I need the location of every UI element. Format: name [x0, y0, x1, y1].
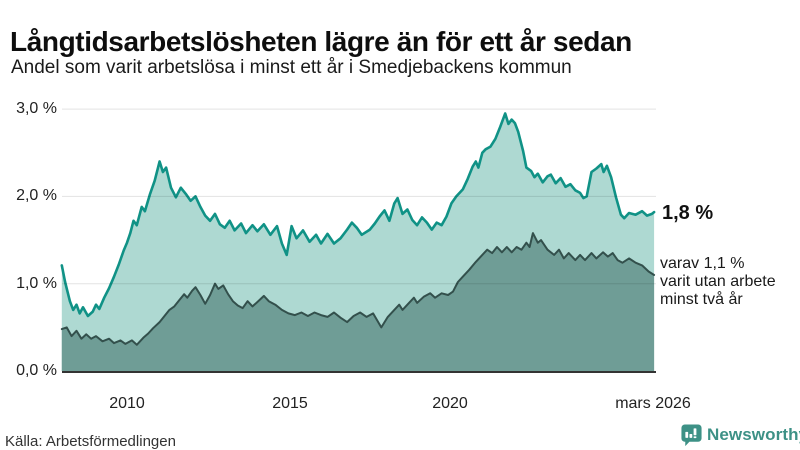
- y-tick-1: 1,0 %: [16, 275, 57, 292]
- latest-value-label: 1,8 %: [662, 202, 714, 224]
- newsworthy-logo[interactable]: Newsworthy: [680, 423, 800, 447]
- x-tick-2020: 2020: [432, 395, 468, 412]
- annotation-line-1: varav 1,1 %: [660, 255, 745, 272]
- annotation-line-3: minst två år: [660, 291, 743, 308]
- source-credit: Källa: Arbetsförmedlingen: [5, 433, 176, 450]
- newsworthy-wordmark: Newsworthy: [707, 425, 800, 444]
- page-title: Långtidsarbetslösheten lägre än för ett …: [10, 25, 632, 57]
- x-tick-mars-2026: mars 2026: [615, 395, 691, 412]
- x-tick-2010: 2010: [109, 395, 145, 412]
- y-tick-0: 0,0 %: [16, 362, 57, 379]
- chart-subtitle: Andel som varit arbetslösa i minst ett å…: [11, 57, 572, 78]
- y-tick-3: 3,0 %: [16, 100, 57, 117]
- two-year-annotation: varav 1,1 % varit utan arbete minst två …: [660, 255, 776, 309]
- y-tick-2: 2,0 %: [16, 187, 57, 204]
- annotation-line-2: varit utan arbete: [660, 273, 776, 290]
- newsworthy-icon: [680, 423, 703, 447]
- x-tick-2015: 2015: [272, 395, 308, 412]
